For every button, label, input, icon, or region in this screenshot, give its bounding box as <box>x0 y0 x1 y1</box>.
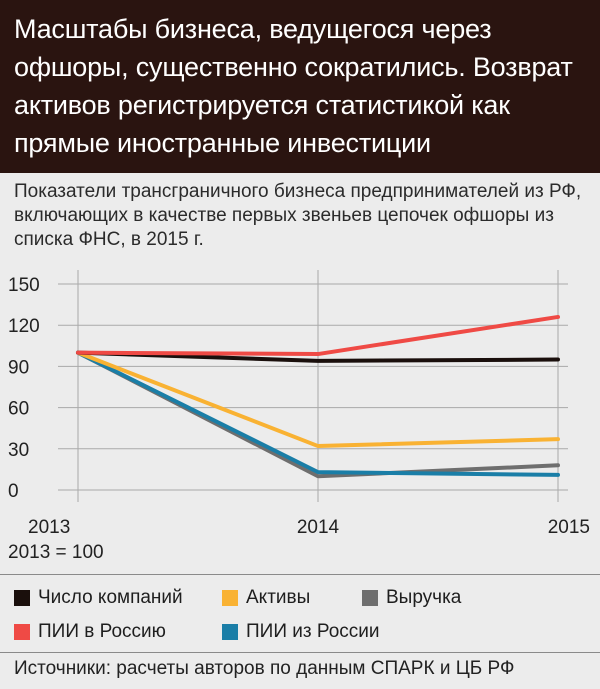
base-note: 2013 = 100 <box>8 542 104 563</box>
legend-divider-bottom <box>0 652 600 653</box>
legend-item-companies: Число компаний <box>14 586 183 610</box>
legend-label: Выручка <box>386 587 462 608</box>
series-line <box>76 314 560 357</box>
series-line <box>76 350 560 477</box>
series-line <box>76 350 560 449</box>
x-tick-label: 2014 <box>297 517 340 538</box>
headline: Масштабы бизнеса, ведущегося через офшор… <box>0 0 600 173</box>
y-tick-label: 90 <box>8 357 29 378</box>
legend-swatch <box>222 590 238 606</box>
x-tick-label: 2013 <box>28 517 70 538</box>
series-line <box>76 350 560 363</box>
x-tick-label: 2015 <box>548 517 590 538</box>
y-tick-label: 0 <box>8 481 19 502</box>
legend-label: Активы <box>246 587 311 608</box>
legend-swatch <box>14 590 30 606</box>
legend-item-fdi-out: ПИИ из России <box>222 620 379 644</box>
legend-item-revenue: Выручка <box>362 586 461 610</box>
legend-swatch <box>362 590 378 606</box>
legend-item-assets: Активы <box>222 586 310 610</box>
chart-title: Показатели трансграничного бизнеса предп… <box>14 181 582 250</box>
grid <box>58 270 568 502</box>
legend-item-fdi-in: ПИИ в Россию <box>14 620 166 644</box>
legend-divider-top <box>0 574 600 575</box>
y-tick-label: 120 <box>8 316 40 337</box>
series-lines <box>76 314 560 479</box>
legend-label: Число компаний <box>38 587 183 608</box>
y-tick-label: 60 <box>8 399 29 420</box>
legend-swatch <box>14 624 30 640</box>
x-axis-labels: 2013 2014 2015 <box>28 517 590 538</box>
y-axis-labels: 0 30 60 90 120 150 <box>8 275 40 502</box>
legend-label: ПИИ в Россию <box>38 621 166 642</box>
y-tick-label: 150 <box>8 275 40 296</box>
legend: Число компаний Активы Выручка ПИИ в Росс… <box>0 578 600 650</box>
legend-swatch <box>222 624 238 640</box>
legend-label: ПИИ из России <box>246 621 380 642</box>
line-chart: 0 30 60 90 120 150 2013 2014 2015 <box>8 270 590 538</box>
source-note: Источники: расчеты авторов по данным СПА… <box>14 658 515 679</box>
y-tick-label: 30 <box>8 440 29 461</box>
